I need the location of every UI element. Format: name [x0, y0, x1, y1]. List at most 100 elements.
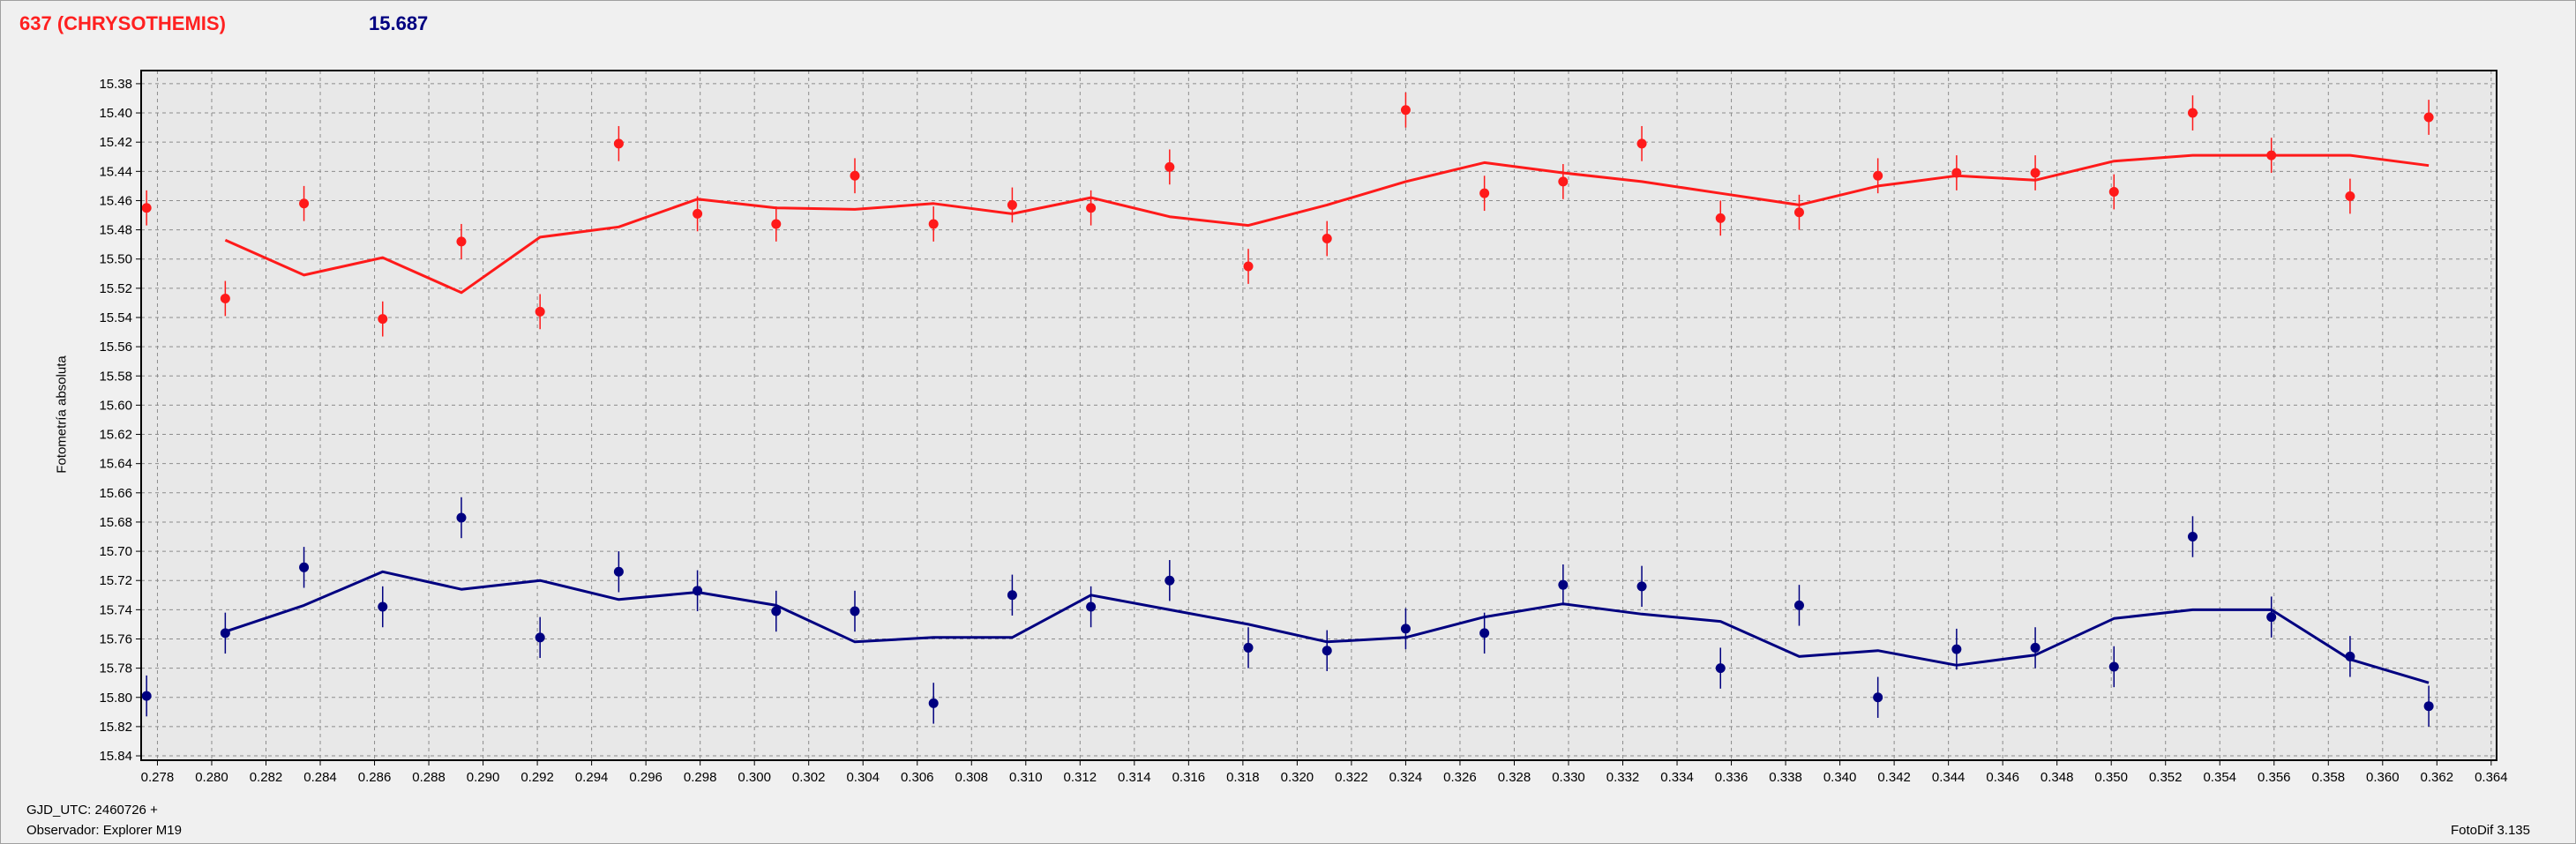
axis-ticks: 0.278 0.280 0.282 0.284 0.286 0.288 0.290 0.292… — [99, 77, 2507, 785]
y-tick-label: 15.50 — [99, 252, 132, 267]
data-point — [850, 606, 860, 616]
y-tick-label: 15.40 — [99, 106, 132, 121]
x-tick-label: 0.346 — [1986, 770, 2019, 785]
y-tick-label: 15.78 — [99, 661, 132, 676]
x-tick-label: 0.308 — [955, 770, 988, 785]
data-point — [1400, 624, 1411, 634]
series-2 — [141, 497, 2434, 727]
x-tick-label: 0.338 — [1769, 770, 1802, 785]
x-tick-label: 0.330 — [1552, 770, 1585, 785]
data-point — [771, 606, 782, 616]
software-label: FotoDif 3.135 — [2450, 823, 2530, 838]
data-point — [378, 314, 388, 325]
data-point — [1479, 188, 1490, 198]
object-title: 637 (CHRYSOTHEMIS) — [19, 12, 226, 34]
y-tick-label: 15.80 — [99, 691, 132, 706]
y-tick-label: 15.62 — [99, 428, 132, 443]
y-tick-label: 15.68 — [99, 515, 132, 530]
x-tick-label: 0.360 — [2366, 770, 2400, 785]
x-tick-label: 0.318 — [1226, 770, 1260, 785]
data-point — [2266, 150, 2277, 161]
data-point — [613, 138, 624, 149]
x-tick-label: 0.340 — [1823, 770, 1857, 785]
data-point — [2345, 190, 2355, 201]
x-tick-label: 0.322 — [1335, 770, 1368, 785]
data-point — [1636, 138, 1647, 149]
x-tick-label: 0.324 — [1389, 770, 1423, 785]
x-tick-label: 0.332 — [1606, 770, 1640, 785]
data-point — [1164, 161, 1175, 172]
data-point — [220, 628, 230, 639]
data-point — [535, 632, 545, 643]
y-tick-label: 15.38 — [99, 77, 132, 92]
x-tick-label: 0.290 — [467, 770, 500, 785]
data-point — [2266, 612, 2277, 623]
data-point — [1873, 170, 1883, 181]
data-point — [2030, 642, 2041, 653]
x-tick-label: 0.296 — [629, 770, 663, 785]
data-point — [771, 219, 782, 229]
x-tick-label: 0.278 — [141, 770, 175, 785]
x-tick-label: 0.280 — [195, 770, 228, 785]
data-point — [2108, 187, 2119, 198]
data-point — [1793, 207, 1804, 218]
x-tick-label: 0.354 — [2203, 770, 2236, 785]
data-point — [928, 698, 939, 708]
plot-area — [141, 71, 2497, 760]
data-point — [141, 691, 152, 701]
data-point — [2187, 108, 2198, 118]
x-tick-label: 0.344 — [1932, 770, 1966, 785]
x-tick-label: 0.286 — [358, 770, 392, 785]
data-point — [1086, 601, 1097, 612]
x-tick-label: 0.352 — [2149, 770, 2183, 785]
x-tick-label: 0.328 — [1498, 770, 1531, 785]
x-tick-label: 0.288 — [412, 770, 446, 785]
data-point — [1007, 199, 1017, 210]
x-tick-label: 0.316 — [1172, 770, 1206, 785]
data-point — [693, 586, 703, 596]
y-tick-label: 15.66 — [99, 486, 132, 501]
y-tick-label: 15.52 — [99, 281, 132, 296]
data-point — [2423, 112, 2434, 123]
y-tick-label: 15.56 — [99, 340, 132, 355]
y-tick-label: 15.44 — [99, 164, 132, 179]
data-point — [1715, 663, 1726, 674]
y-tick-label: 15.82 — [99, 720, 132, 735]
x-tick-label: 0.292 — [520, 770, 554, 785]
x-tick-label: 0.312 — [1064, 770, 1097, 785]
data-point — [1558, 579, 1569, 590]
observer-label: Observador: Explorer M19 — [26, 823, 182, 838]
data-point — [2108, 661, 2119, 672]
data-point — [1873, 692, 1883, 703]
x-tick-label: 0.300 — [738, 770, 771, 785]
x-tick-label: 0.362 — [2421, 770, 2454, 785]
x-tick-label: 0.356 — [2258, 770, 2291, 785]
data-point — [456, 236, 467, 247]
x-tick-label: 0.282 — [250, 770, 283, 785]
y-tick-label: 15.54 — [99, 310, 132, 325]
data-point — [299, 198, 310, 209]
data-point — [2423, 701, 2434, 712]
y-tick-label: 15.60 — [99, 398, 132, 413]
series-1 — [141, 92, 2434, 337]
x-tick-label: 0.342 — [1877, 770, 1911, 785]
x-tick-label: 0.336 — [1715, 770, 1749, 785]
y-tick-label: 15.76 — [99, 631, 132, 646]
data-point — [299, 562, 310, 572]
gjd-label: GJD_UTC: 2460726 + — [26, 803, 158, 818]
y-tick-label: 15.70 — [99, 544, 132, 559]
data-point — [1243, 642, 1254, 653]
data-point — [2030, 168, 2041, 178]
data-point — [1793, 600, 1804, 610]
data-point — [2187, 532, 2198, 542]
data-point — [693, 208, 703, 219]
data-point — [1322, 234, 1332, 244]
y-tick-label: 15.48 — [99, 223, 132, 238]
x-tick-label: 0.314 — [1118, 770, 1151, 785]
data-point — [1558, 176, 1569, 187]
x-tick-label: 0.364 — [2475, 770, 2508, 785]
x-tick-label: 0.334 — [1660, 770, 1694, 785]
plot-border — [140, 70, 2497, 761]
series-layer — [141, 92, 2434, 727]
